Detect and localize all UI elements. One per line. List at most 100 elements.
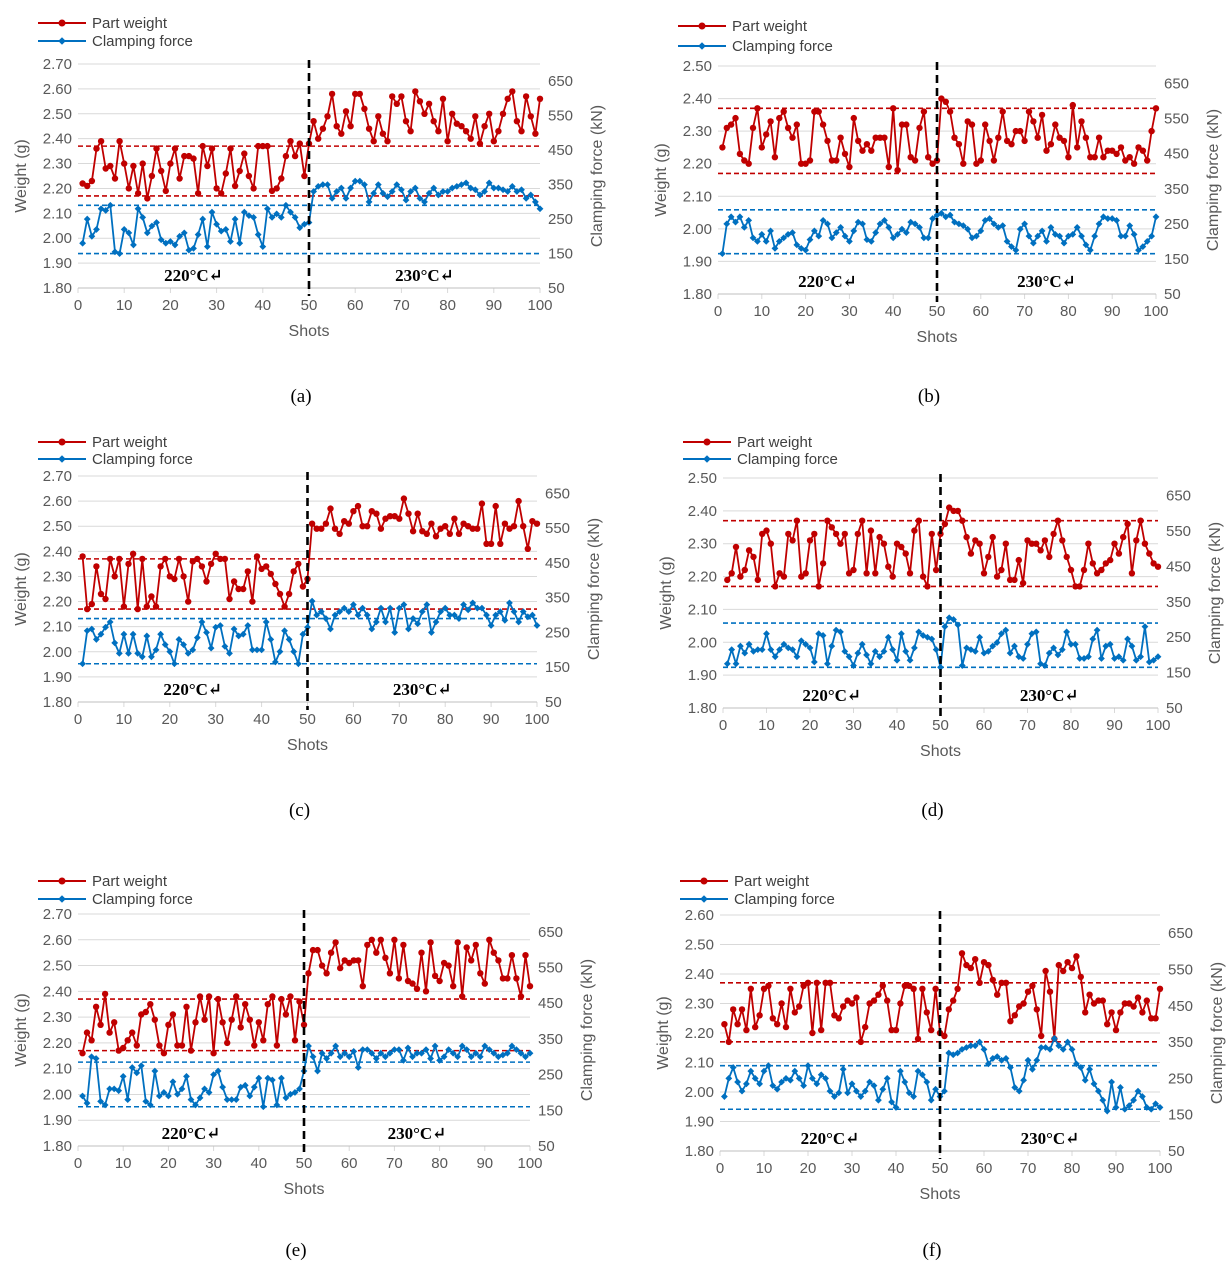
clamping-force-point bbox=[134, 205, 142, 213]
x-tick-label: 100 bbox=[1143, 303, 1168, 320]
clamping-force-point bbox=[471, 186, 479, 194]
legend-weight-marker bbox=[698, 22, 706, 30]
y-left-tick-label: 1.90 bbox=[43, 255, 72, 272]
part-weight-point bbox=[1024, 988, 1032, 995]
part-weight-point bbox=[310, 118, 317, 125]
part-weight-point bbox=[281, 603, 288, 610]
part-weight-point bbox=[526, 983, 534, 990]
x-tick-label: 20 bbox=[802, 717, 819, 734]
x-tick-label: 30 bbox=[845, 717, 862, 734]
clamping-force-point bbox=[171, 241, 179, 249]
clamping-force-series-line bbox=[81, 600, 538, 668]
part-weight-point bbox=[278, 175, 285, 182]
part-weight-point bbox=[1076, 583, 1083, 590]
x-tick-label: 30 bbox=[207, 711, 224, 728]
part-weight-point bbox=[985, 961, 992, 969]
part-weight-point bbox=[958, 950, 966, 957]
temperature-label-220: 220°C↵ bbox=[801, 1129, 860, 1148]
part-weight-point bbox=[1047, 141, 1055, 148]
part-weight-point bbox=[214, 995, 222, 1003]
part-weight-point bbox=[1046, 988, 1054, 995]
part-weight-point bbox=[337, 964, 344, 972]
clamping-force-point bbox=[1060, 239, 1068, 247]
part-weight-point bbox=[765, 982, 772, 989]
clamping-force-point bbox=[1045, 649, 1053, 657]
y-right-tick-label: 50 bbox=[548, 280, 565, 297]
clamping-force-point bbox=[1117, 232, 1125, 240]
clamping-force-point bbox=[919, 1071, 926, 1079]
y-right-tick-label: 50 bbox=[1164, 286, 1181, 303]
clamping-force-point bbox=[148, 653, 155, 661]
part-weight-point bbox=[813, 979, 820, 986]
part-weight-point bbox=[407, 128, 414, 135]
legend-force-marker bbox=[698, 42, 706, 50]
part-weight-point bbox=[152, 603, 160, 610]
part-weight-point bbox=[932, 985, 939, 992]
part-weight-point bbox=[1055, 961, 1062, 969]
part-weight-point bbox=[749, 124, 757, 132]
part-weight-point bbox=[1124, 520, 1131, 528]
clamping-force-point bbox=[492, 611, 500, 619]
x-axis-title: Shots bbox=[920, 743, 961, 760]
y-left-tick-label: 2.50 bbox=[688, 470, 717, 487]
clamping-force-point bbox=[802, 640, 810, 648]
clamping-force-point bbox=[268, 213, 276, 221]
part-weight-point bbox=[324, 113, 331, 120]
clamping-force-point bbox=[937, 663, 944, 671]
part-weight-point bbox=[806, 537, 814, 544]
part-weight-point bbox=[389, 93, 396, 100]
x-tick-label: 50 bbox=[929, 303, 946, 320]
part-weight-point bbox=[439, 95, 447, 103]
x-tick-label: 100 bbox=[524, 711, 549, 728]
part-weight-point bbox=[1033, 1006, 1040, 1013]
y-right-tick-label: 650 bbox=[1164, 76, 1189, 93]
clamping-force-point bbox=[384, 193, 391, 201]
clamping-force-point bbox=[758, 230, 766, 238]
x-tick-label: 90 bbox=[476, 1155, 493, 1172]
clamping-force-point bbox=[276, 648, 284, 655]
part-weight-point bbox=[395, 975, 403, 982]
part-weight-point bbox=[1019, 579, 1027, 587]
part-weight-point bbox=[235, 585, 242, 593]
clamping-force-point bbox=[767, 227, 774, 235]
clamping-force-point bbox=[273, 210, 281, 218]
clamping-force-point bbox=[508, 182, 516, 190]
y-left-tick-label: 1.80 bbox=[43, 694, 72, 711]
part-weight-point bbox=[741, 566, 748, 574]
y-right-tick-label: 650 bbox=[538, 924, 563, 941]
part-weight-point bbox=[405, 510, 412, 517]
clamping-force-point bbox=[83, 215, 91, 223]
part-weight-point bbox=[386, 513, 394, 520]
clamping-force-point bbox=[327, 625, 334, 633]
y-left-tick-label: 2.00 bbox=[683, 221, 712, 238]
clamping-force-point bbox=[405, 625, 412, 633]
part-weight-point bbox=[400, 495, 408, 502]
part-weight-point bbox=[920, 108, 928, 115]
clamping-force-point bbox=[152, 646, 160, 654]
y-left-tick-label: 2.10 bbox=[688, 601, 717, 618]
clamping-force-point bbox=[92, 636, 100, 643]
part-weight-point bbox=[296, 998, 303, 1005]
part-weight-point bbox=[352, 90, 359, 98]
y-left-tick-label: 2.60 bbox=[43, 81, 72, 98]
part-weight-point bbox=[928, 1026, 935, 1034]
clamping-force-point bbox=[725, 1074, 733, 1082]
part-weight-point bbox=[982, 121, 989, 128]
part-weight-point bbox=[989, 533, 996, 541]
part-weight-point bbox=[459, 993, 466, 1000]
clamping-force-point bbox=[434, 191, 442, 199]
part-weight-point bbox=[278, 995, 285, 1003]
clamping-force-point bbox=[444, 188, 451, 195]
part-weight-point bbox=[1006, 576, 1014, 584]
part-weight-point bbox=[469, 525, 476, 532]
part-weight-point bbox=[490, 138, 497, 145]
x-tick-label: 90 bbox=[1106, 717, 1123, 734]
part-weight-point bbox=[231, 182, 239, 190]
part-weight-point bbox=[450, 983, 457, 990]
part-weight-point bbox=[101, 990, 109, 998]
part-weight-point bbox=[301, 172, 308, 180]
clamping-force-point bbox=[1067, 640, 1075, 648]
clamping-force-point bbox=[421, 198, 428, 206]
clamping-force-point bbox=[889, 234, 897, 242]
part-weight-point bbox=[942, 98, 949, 106]
